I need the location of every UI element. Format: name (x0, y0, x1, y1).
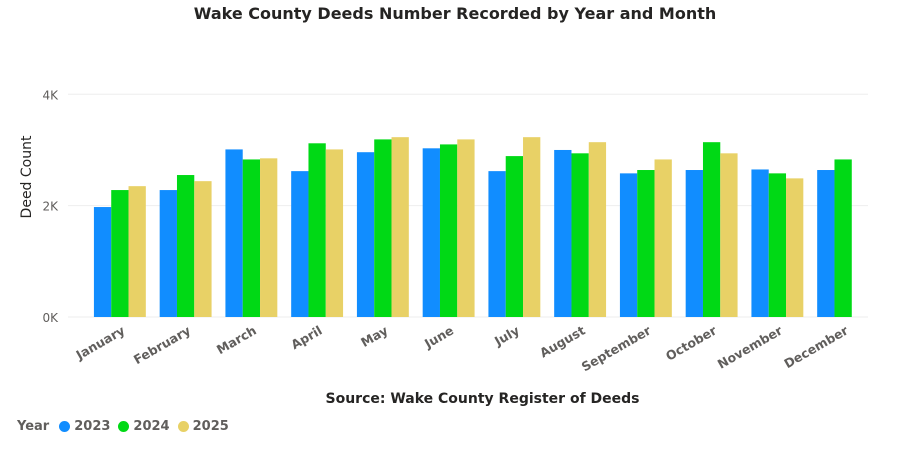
bar-2025-january (128, 186, 146, 317)
bar-2023-june (422, 148, 440, 317)
bar-2024-june (439, 144, 458, 317)
bar-2023-november (751, 169, 769, 317)
y-tick-label: 0K (42, 311, 59, 325)
bar-2023-august (554, 149, 572, 317)
bar-2024-may (374, 139, 392, 317)
bar-2024-september (637, 170, 655, 317)
y-tick-label: 2K (42, 200, 59, 214)
y-axis-label: Deed Count (19, 135, 35, 218)
bar-2024-october (702, 142, 721, 317)
legend-item-2024[interactable]: 2024 (118, 419, 170, 434)
bar-2023-may (356, 152, 375, 317)
bar-2025-september (654, 159, 672, 317)
bar-2025-june (457, 139, 475, 317)
bar-2023-october (685, 170, 703, 317)
legend-marker (59, 421, 71, 432)
legend-title: Year (17, 419, 50, 434)
bar-2023-april (291, 171, 309, 317)
bar-2023-july (488, 171, 506, 317)
legend-item-2025[interactable]: 2025 (177, 419, 229, 434)
legend: Year 2023 2024 2025 (17, 419, 237, 434)
x-tick-label: April (288, 323, 324, 353)
x-tick-label: March (214, 323, 259, 358)
x-tick-label: February (131, 323, 193, 368)
bar-2024-july (505, 156, 524, 317)
x-tick-label: September (579, 322, 654, 374)
bar-2023-january (93, 207, 112, 317)
bar-2025-july (523, 137, 541, 317)
legend-marker (177, 421, 189, 432)
legend-marker (118, 421, 130, 432)
x-tick-label: August (537, 323, 588, 361)
bar-2025-august (588, 142, 607, 317)
x-tick-label: May (358, 323, 390, 350)
legend-label: 2023 (74, 419, 111, 434)
bar-2025-march (260, 158, 278, 317)
bar-2025-february (194, 181, 212, 317)
chart-title: Wake County Deeds Number Recorded by Yea… (193, 4, 717, 23)
bar-2023-february (159, 190, 177, 317)
chart-subtitle: Source: Wake County Register of Deeds (325, 391, 640, 407)
bar-2025-october (720, 153, 738, 317)
bar-2024-december (834, 159, 852, 317)
bar-2024-march (242, 159, 261, 317)
bar-2023-september (619, 173, 638, 317)
x-tick-label: December (781, 322, 851, 371)
bar-2025-november (786, 178, 804, 317)
bar-2025-april (325, 149, 344, 317)
bar-2023-december (817, 170, 835, 317)
bar-2024-april (308, 143, 326, 317)
bar-2024-february (176, 175, 195, 317)
bar-2023-march (225, 149, 243, 317)
x-tick-label: November (715, 322, 786, 372)
x-tick-label: October (663, 322, 720, 364)
x-tick-label: July (491, 323, 522, 349)
x-tick-label: January (73, 323, 128, 363)
x-tick-label: June (421, 323, 456, 352)
bar-2024-january (111, 190, 129, 317)
legend-label: 2024 (133, 419, 170, 434)
bar-2025-may (391, 137, 409, 317)
bar-2024-november (768, 173, 787, 317)
bar-2024-august (571, 153, 589, 317)
legend-label: 2025 (192, 419, 229, 434)
y-tick-label: 4K (42, 88, 59, 102)
legend-item-2023[interactable]: 2023 (59, 419, 110, 434)
